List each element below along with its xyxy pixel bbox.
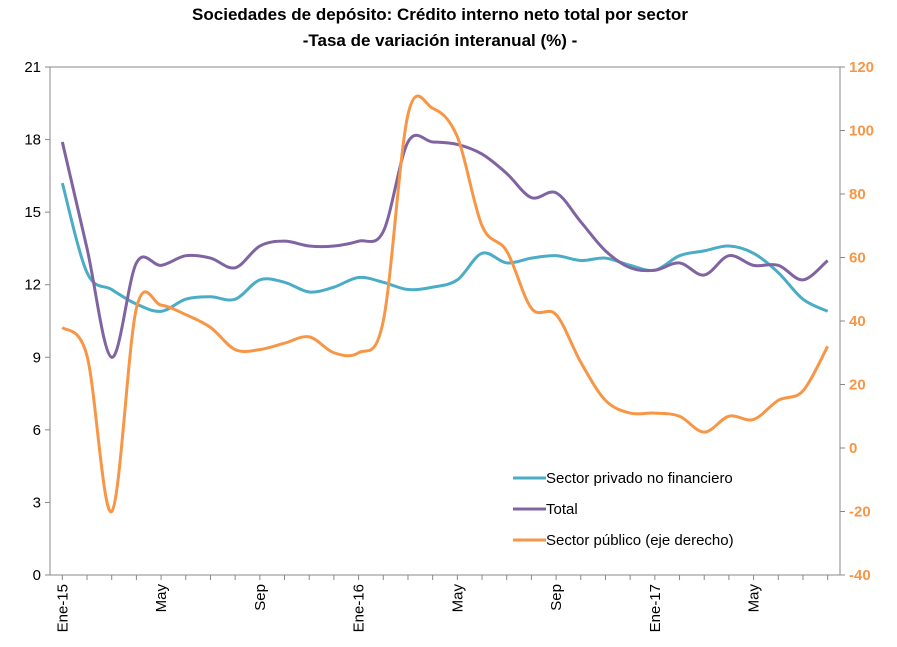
legend-label: Sector privado no financiero <box>546 470 733 487</box>
y2-tick-label: 120 <box>849 59 874 76</box>
y2-tick-label: 60 <box>849 250 866 267</box>
x-tick-label: May <box>449 584 466 613</box>
y-tick-label: 3 <box>33 494 41 511</box>
x-tick-label: Ene-17 <box>647 584 664 632</box>
legend-label: Total <box>546 501 578 518</box>
y2-tick-label: -40 <box>849 567 871 584</box>
chart-subtitle: -Tasa de variación interanual (%) - <box>303 31 578 50</box>
y-tick-label: 9 <box>33 349 41 366</box>
x-tick-label: May <box>746 584 763 613</box>
legend-label: Sector público (eje derecho) <box>546 532 734 549</box>
y2-tick-label: 20 <box>849 377 866 394</box>
x-tick-label: May <box>153 584 170 613</box>
series-line <box>60 133 829 359</box>
y2-tick-label: 0 <box>849 440 857 457</box>
y-tick-label: 15 <box>24 204 41 221</box>
x-tick-label: Sep <box>548 584 565 611</box>
y-tick-label: 21 <box>24 59 41 76</box>
y2-tick-label: 100 <box>849 123 874 140</box>
series-line <box>60 182 829 313</box>
y2-tick-label: 80 <box>849 186 866 203</box>
y-tick-label: 18 <box>24 132 41 149</box>
x-tick-label: Ene-16 <box>351 584 368 632</box>
y2-tick-label: 40 <box>849 313 866 330</box>
series-line <box>61 94 829 514</box>
x-tick-label: Sep <box>252 584 269 611</box>
chart-title: Sociedades de depósito: Crédito interno … <box>192 5 688 24</box>
y-tick-label: 0 <box>33 567 41 584</box>
x-tick-label: Ene-15 <box>54 584 71 632</box>
y-tick-label: 12 <box>24 277 41 294</box>
y-tick-label: 6 <box>33 422 41 439</box>
y2-tick-label: -20 <box>849 504 871 521</box>
